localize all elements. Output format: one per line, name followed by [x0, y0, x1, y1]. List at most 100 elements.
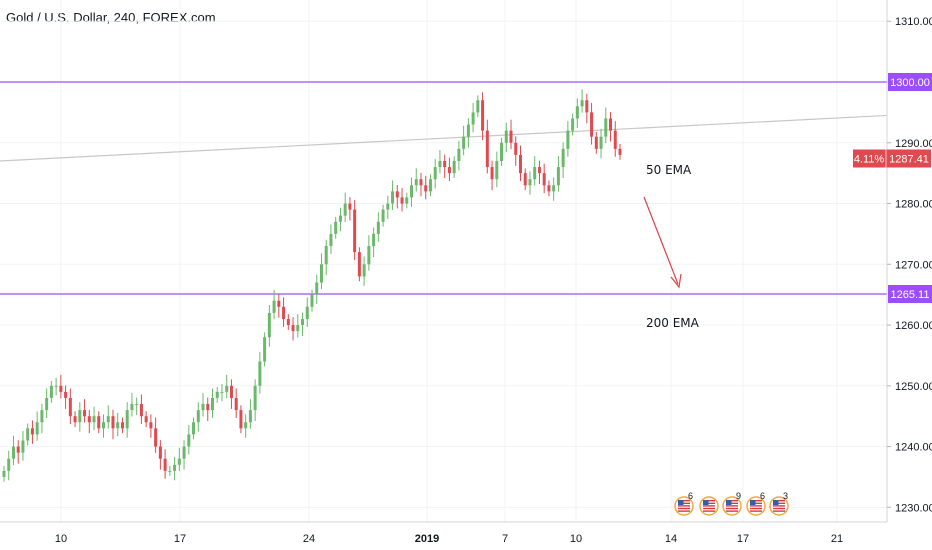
candle-body — [376, 221, 380, 234]
candle — [11, 435, 15, 466]
candle — [609, 112, 613, 142]
candle-body — [561, 148, 565, 168]
flag-stripe — [678, 507, 690, 510]
candle — [16, 440, 20, 464]
candle-body — [424, 185, 428, 192]
candle — [566, 121, 570, 157]
y-tick-label: 1290.00 — [895, 138, 932, 150]
candle-body — [92, 416, 96, 423]
candle-body — [163, 458, 167, 471]
candle — [301, 312, 305, 336]
candle-body — [239, 410, 243, 429]
annotation-arrow[interactable] — [643, 196, 682, 289]
candle-body — [334, 221, 338, 234]
candle — [433, 159, 437, 189]
us-flag-event-icon[interactable]: 6 — [674, 491, 694, 516]
flag-stripe — [750, 502, 762, 504]
candle-body — [158, 446, 162, 459]
flag-stripe — [678, 500, 690, 502]
candle-body — [258, 361, 262, 386]
candle — [428, 174, 432, 197]
candle — [523, 168, 527, 191]
candle — [438, 150, 442, 174]
flag-stripe — [703, 502, 715, 504]
candle — [381, 204, 385, 227]
candle — [481, 92, 485, 141]
candle-body — [372, 233, 376, 247]
candle — [21, 431, 25, 461]
candle — [201, 393, 205, 417]
candle — [59, 374, 63, 399]
candle-body — [471, 112, 475, 125]
flag-stripe — [726, 500, 738, 502]
candle-body — [116, 422, 120, 429]
us-flag-event-icon[interactable]: 6 — [746, 491, 766, 516]
candle-body — [533, 167, 537, 180]
flag-stripe — [773, 505, 785, 507]
candle-body — [599, 136, 603, 149]
candle — [78, 402, 82, 432]
candle — [116, 412, 120, 437]
candle — [272, 289, 276, 320]
candle — [97, 411, 101, 434]
candle-body — [305, 306, 309, 319]
candle — [106, 405, 110, 429]
candle — [7, 450, 11, 481]
candle — [120, 417, 124, 434]
candle — [35, 411, 39, 441]
candle-body — [400, 197, 404, 204]
candle-body — [83, 410, 87, 417]
candle-body — [566, 130, 570, 149]
us-flag-event-icon[interactable] — [699, 496, 719, 516]
candle-body — [315, 282, 319, 295]
candle-body — [49, 385, 53, 398]
candle-body — [7, 458, 11, 471]
candle-body — [324, 246, 328, 265]
candle-body — [139, 404, 143, 417]
us-flag-event-icon[interactable]: 3 — [769, 491, 789, 516]
annotation-200-ema: 200 EMA — [646, 316, 700, 330]
candle — [111, 409, 115, 440]
candle-body — [613, 130, 617, 149]
candle — [353, 200, 357, 261]
candle — [495, 151, 499, 188]
flag-stripe — [726, 505, 738, 507]
us-flag-event-icon[interactable]: 9 — [722, 491, 742, 516]
candle-body — [177, 458, 181, 465]
candle — [604, 107, 608, 144]
candle-body — [362, 264, 366, 277]
x-axis[interactable]: 10 17 24 2019 7 10 14 17 21 — [55, 533, 843, 545]
candle-body — [410, 185, 414, 198]
candle — [542, 163, 546, 194]
grid — [0, 0, 887, 522]
candle — [490, 160, 494, 191]
candle — [139, 394, 143, 425]
candle — [580, 89, 584, 113]
candle-body — [452, 160, 456, 174]
candle-body — [173, 464, 177, 471]
event-count: 3 — [783, 491, 788, 501]
candle-body — [338, 215, 342, 222]
level-price-badge — [888, 284, 932, 303]
candle — [177, 447, 181, 472]
candle — [206, 397, 210, 422]
x-tick-label: 10 — [55, 533, 67, 545]
candle — [357, 247, 361, 282]
current-price-value: 1287.41 — [889, 153, 929, 165]
candle — [414, 168, 418, 192]
economic-events[interactable]: 6 9 6 3 — [674, 491, 789, 516]
flag-stripe — [726, 510, 738, 512]
candle — [92, 406, 96, 431]
candle — [248, 399, 252, 429]
candle-body — [575, 106, 579, 119]
candle — [125, 402, 129, 438]
candle — [590, 102, 594, 145]
candle — [286, 314, 290, 330]
candle-body — [291, 325, 295, 332]
flag-stripe — [750, 507, 762, 510]
candle — [258, 352, 262, 394]
trendline[interactable] — [0, 114, 888, 162]
horizontal-levels[interactable] — [0, 81, 887, 295]
candle — [267, 304, 271, 347]
